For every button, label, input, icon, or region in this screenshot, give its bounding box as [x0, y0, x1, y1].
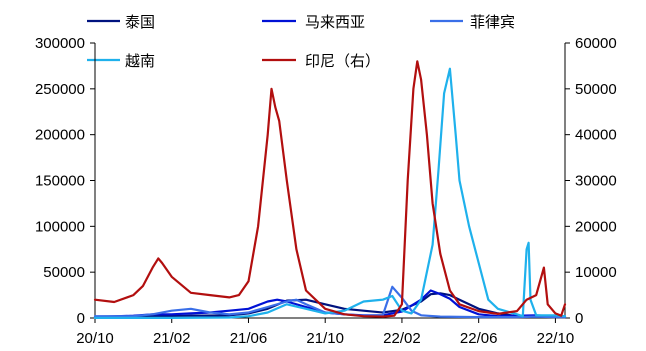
legend-label-malaysia: 马来西亚	[305, 13, 365, 31]
y-right-tick-label: 30000	[575, 173, 617, 190]
y-left-tick-label: 300000	[35, 35, 85, 52]
y-right-tick-label: 40000	[575, 127, 617, 144]
x-tick-label: 21/06	[230, 330, 268, 347]
series-line-philippines	[93, 285, 567, 319]
y-right-tick-label: 10000	[575, 264, 617, 281]
x-tick-label: 22/10	[537, 330, 575, 347]
legend-label-philippines: 菲律宾	[470, 13, 515, 31]
x-tick-label: 21/10	[306, 330, 344, 347]
series-line-indonesia	[93, 60, 567, 318]
legend-label-vietnam: 越南	[125, 52, 155, 70]
x-tick-label: 21/02	[153, 330, 191, 347]
y-left-tick-label: 50000	[43, 264, 85, 281]
y-left-tick-label: 150000	[35, 173, 85, 190]
legend-label-indonesia: 印尼（右）	[305, 52, 380, 70]
y-left-tick-label: 200000	[35, 127, 85, 144]
y-left-tick-label: 100000	[35, 218, 85, 235]
x-tick-label: 22/06	[460, 330, 498, 347]
x-tick-label: 22/02	[383, 330, 421, 347]
legend-label-thailand: 泰国	[125, 13, 155, 31]
y-right-tick-label: 0	[575, 310, 583, 327]
y-right-tick-label: 50000	[575, 81, 617, 98]
y-right-tick-label: 20000	[575, 218, 617, 235]
series-lines	[93, 60, 567, 319]
x-tick-label: 20/10	[76, 330, 114, 347]
series-line-vietnam	[93, 67, 567, 319]
y-left-tick-label: 0	[77, 310, 85, 327]
legend: 泰国 马来西亚 菲律宾 越南 印尼（右）	[87, 13, 515, 70]
y-right-tick-label: 60000	[575, 35, 617, 52]
axes: 0 50000 100000 150000 200000 250000 300000 0 100…	[35, 35, 617, 347]
y-left-tick-label: 250000	[35, 81, 85, 98]
